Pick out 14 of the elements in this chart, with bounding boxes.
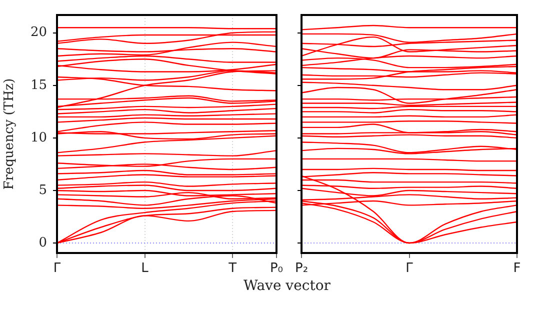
x-tick-label: P₀ bbox=[270, 261, 284, 276]
y-tick-label: 15 bbox=[30, 78, 47, 93]
y-tick-label: 0 bbox=[38, 235, 47, 250]
y-tick-label: 5 bbox=[38, 182, 47, 198]
y-tick-label: 20 bbox=[30, 25, 47, 40]
y-tick-label: 10 bbox=[30, 130, 47, 146]
x-tick-label: P₂ bbox=[294, 261, 308, 276]
x-tick-label: F bbox=[513, 261, 521, 276]
x-tick-label: Γ bbox=[53, 261, 62, 276]
x-axis-title: Wave vector bbox=[242, 278, 332, 294]
x-tick-label: L bbox=[141, 261, 150, 276]
x-tick-label: T bbox=[228, 261, 237, 276]
y-axis-title: Frequency (THz) bbox=[2, 78, 18, 190]
x-tick-label: Γ bbox=[406, 261, 414, 276]
